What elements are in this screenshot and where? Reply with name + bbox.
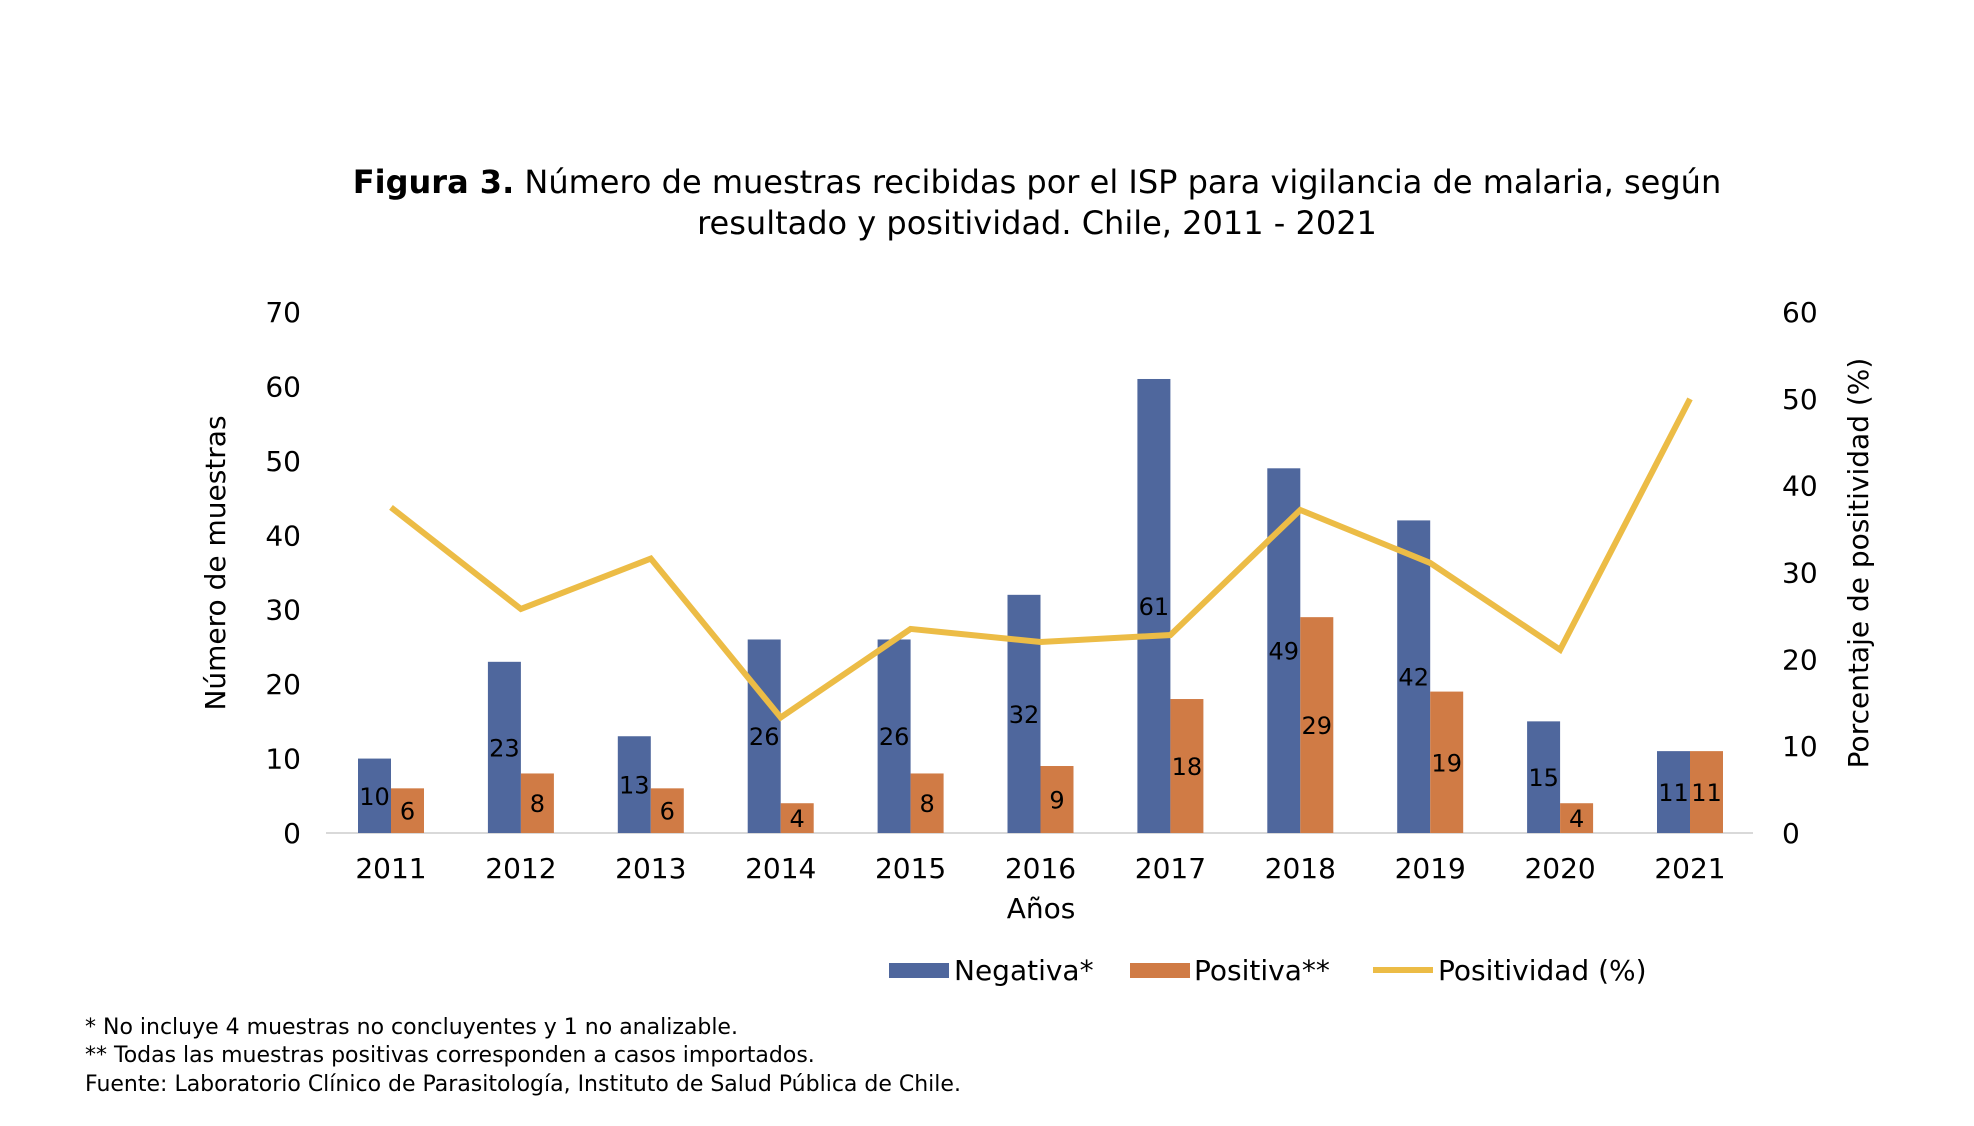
positiva-data-label: 4 [790,805,805,833]
positiva-bar [391,788,424,833]
negativa-bar [877,639,911,833]
y-tick-label: 10 [265,743,301,776]
positiva-bar [780,803,814,833]
x-tick-label: 2011 [355,852,426,885]
y-tick-label: 0 [283,817,301,850]
negativa-bar [1007,594,1041,833]
positiva-data-label: 4 [1569,805,1584,833]
y-tick-label: 70 [265,296,301,329]
positiva-data-label: 29 [1302,712,1333,740]
legend-negativa-label: Negativa* [954,954,1094,987]
y2-tick-label: 20 [1782,643,1818,676]
negativa-bar [358,758,391,833]
negativa-data-label: 26 [879,723,910,751]
y2-tick-label: 10 [1782,730,1818,763]
negativa-data-label: 26 [749,723,780,751]
negativa-data-label: 49 [1269,638,1300,666]
y-tick-label: 60 [265,370,301,403]
negativa-bar [1137,378,1171,833]
x-tick-label: 2018 [1265,852,1336,885]
negativa-data-label: 23 [489,734,520,762]
negativa-data-label: 32 [1009,701,1040,729]
x-axis-title: Años [1007,892,1076,925]
footnote-3: Fuente: Laboratorio Clínico de Parasitol… [85,1072,961,1097]
positiva-bar [1040,766,1074,833]
y2-tick-label: 40 [1782,470,1818,503]
negativa-bar [487,661,521,833]
negativa-data-label: 10 [359,783,390,811]
y2-tick-label: 0 [1782,817,1800,850]
x-tick-label: 2015 [875,852,946,885]
positiva-bar [520,773,554,833]
footnote-1: * No incluye 4 muestras no concluyentes … [85,1015,738,1040]
x-tick-label: 2012 [485,852,556,885]
positiva-bar [1690,751,1723,833]
y2-tick-label: 50 [1782,383,1818,416]
negativa-data-label: 11 [1658,779,1689,807]
title-line-1: Número de muestras recibidas por el ISP … [524,163,1722,201]
y2-tick-label: 60 [1782,296,1818,329]
positiva-bar [1170,699,1204,833]
y-tick-label: 30 [265,594,301,627]
y-tick-label: 40 [265,519,301,552]
positiva-bar [1560,803,1594,833]
footnote-2: ** Todas las muestras positivas correspo… [85,1043,815,1068]
x-tick-label: 2017 [1135,852,1206,885]
chart-title: Figura 3. Número de muestras recibidas p… [0,162,1974,244]
negativa-data-label: 13 [619,772,650,800]
y2-tick-label: 30 [1782,557,1818,590]
x-tick-label: 2021 [1654,852,1725,885]
y-tick-label: 50 [265,445,301,478]
positiva-bar [1430,691,1464,833]
y-tick-label: 20 [265,668,301,701]
y2-axis-title: Porcentaje de positividad (%) [1842,358,1875,769]
legend-negativa-swatch [889,963,949,978]
negativa-data-label: 42 [1398,664,1429,692]
legend-positiva-swatch [1130,963,1190,978]
figure-number: Figura 3. [352,163,515,201]
x-tick-label: 2013 [615,852,686,885]
negativa-bar [1527,721,1561,833]
positiva-data-label: 19 [1431,749,1462,777]
negativa-bar [747,639,781,833]
negativa-data-label: 61 [1139,593,1170,621]
positiva-data-label: 8 [530,790,545,818]
x-tick-label: 2016 [1005,852,1076,885]
x-tick-label: 2014 [745,852,816,885]
positiva-bar [910,773,944,833]
negativa-bar [1657,751,1690,833]
y-axis-title: Número de muestras [199,415,232,710]
x-tick-label: 2020 [1524,852,1595,885]
legend-positiva-label: Positiva** [1194,954,1330,987]
negativa-bar [617,736,651,833]
positiva-data-label: 6 [400,798,415,826]
positiva-data-label: 8 [919,790,934,818]
positiva-bar [650,788,684,833]
negativa-bar [1397,520,1431,833]
positiva-bar [1300,617,1334,833]
negativa-data-label: 15 [1528,764,1559,792]
positiva-data-label: 6 [660,798,675,826]
x-tick-label: 2019 [1395,852,1466,885]
positiva-data-label: 9 [1049,787,1064,815]
legend-positividad-label: Positividad (%) [1438,954,1647,987]
title-line-2: resultado y positividad. Chile, 2011 - 2… [697,204,1377,242]
positiva-data-label: 11 [1691,779,1722,807]
positiva-data-label: 18 [1172,753,1203,781]
